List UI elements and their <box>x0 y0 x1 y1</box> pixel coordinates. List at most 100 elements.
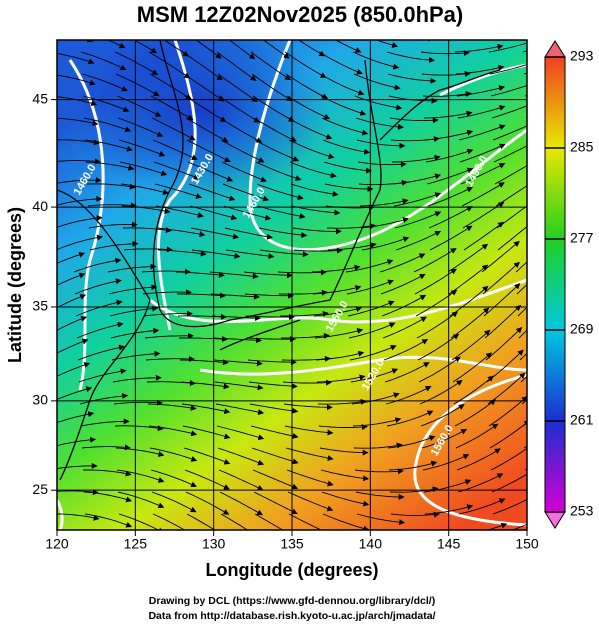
streamline <box>213 359 263 367</box>
streamline <box>421 71 471 77</box>
streamline <box>57 53 95 65</box>
streamline <box>57 272 86 286</box>
streamline <box>318 423 368 430</box>
streamline <box>186 513 216 530</box>
streamline <box>323 161 373 174</box>
x-tick-label: 135 <box>280 536 304 552</box>
streamline <box>318 51 363 75</box>
streamline <box>81 73 128 92</box>
coastlines <box>57 40 501 481</box>
streamline <box>422 91 472 98</box>
streamline <box>484 304 522 339</box>
streamline <box>494 165 527 185</box>
credit: Data from http://database.rish.kyoto-u.a… <box>148 610 435 622</box>
streamline <box>182 425 231 440</box>
colorbar-tick-label: 253 <box>570 503 594 519</box>
streamline <box>497 225 527 251</box>
streamline <box>109 305 159 317</box>
grid <box>57 40 527 530</box>
streamline <box>297 40 326 57</box>
streamline <box>118 513 165 530</box>
streamline <box>492 125 527 141</box>
streamline <box>57 462 98 470</box>
streamline <box>255 161 302 181</box>
streamline <box>315 350 365 361</box>
contour-line <box>149 278 527 324</box>
streamline <box>57 316 88 331</box>
streamline <box>518 329 527 339</box>
streamline <box>143 310 193 317</box>
streamline <box>80 418 130 427</box>
colorbar-tick-label: 269 <box>570 321 594 337</box>
streamline <box>73 257 122 273</box>
streamline <box>149 73 192 100</box>
streamline <box>429 225 473 251</box>
streamline <box>458 498 506 515</box>
streamline <box>153 161 200 180</box>
streamline <box>449 285 489 317</box>
streamline <box>352 417 402 427</box>
streamline <box>425 148 474 163</box>
streamline <box>224 227 273 240</box>
streamline <box>112 374 162 383</box>
streamline <box>254 139 300 162</box>
streamline <box>209 271 259 280</box>
streamline <box>220 513 249 530</box>
contour-line <box>156 40 197 331</box>
y-tick-label: 25 <box>32 481 48 497</box>
streamline <box>448 264 489 295</box>
streamline <box>285 73 329 99</box>
streamline <box>182 51 223 81</box>
streamline <box>84 513 133 528</box>
streamline <box>386 51 436 64</box>
streamline <box>322 513 370 530</box>
streamline <box>517 306 527 317</box>
colorbar-tick-label: 285 <box>570 139 594 155</box>
streamline <box>259 249 309 258</box>
contour-line <box>199 355 527 376</box>
streamline <box>106 40 126 49</box>
streamline <box>423 479 472 493</box>
streamline <box>352 51 400 70</box>
streamline <box>388 460 438 471</box>
streamline <box>83 117 132 132</box>
coastline <box>152 40 382 328</box>
streamline <box>486 349 524 383</box>
streamline <box>115 73 160 97</box>
streamline <box>85 161 135 171</box>
streamline <box>228 40 256 60</box>
streamline <box>455 423 499 449</box>
streamline <box>483 283 521 317</box>
contour-line <box>68 59 105 391</box>
streamline <box>393 192 442 207</box>
streamline <box>417 333 460 361</box>
streamline <box>456 85 506 97</box>
streamline <box>57 386 93 400</box>
streamline <box>491 473 527 493</box>
streamline <box>379 253 426 273</box>
streamline <box>422 454 470 471</box>
streamline <box>314 328 364 339</box>
streamline <box>292 227 342 235</box>
streamline <box>220 139 265 163</box>
streamline <box>416 311 459 339</box>
streamline <box>489 64 527 75</box>
streamline <box>82 95 130 113</box>
streamline <box>148 51 191 79</box>
streamline <box>490 444 527 471</box>
streamline <box>392 173 442 185</box>
streamline <box>253 491 298 514</box>
streamline <box>145 355 195 362</box>
streamline <box>354 468 404 475</box>
axes: 120 125 130 135 140 145 150 25 30 35 40 45 <box>32 90 538 551</box>
streamline <box>57 436 97 447</box>
streamline <box>522 50 527 53</box>
streamline <box>312 285 362 295</box>
streamline <box>415 289 458 317</box>
streamline <box>218 469 264 491</box>
streamline <box>256 183 304 201</box>
streamline <box>515 261 527 273</box>
streamline <box>122 227 172 234</box>
streamline <box>347 300 395 317</box>
